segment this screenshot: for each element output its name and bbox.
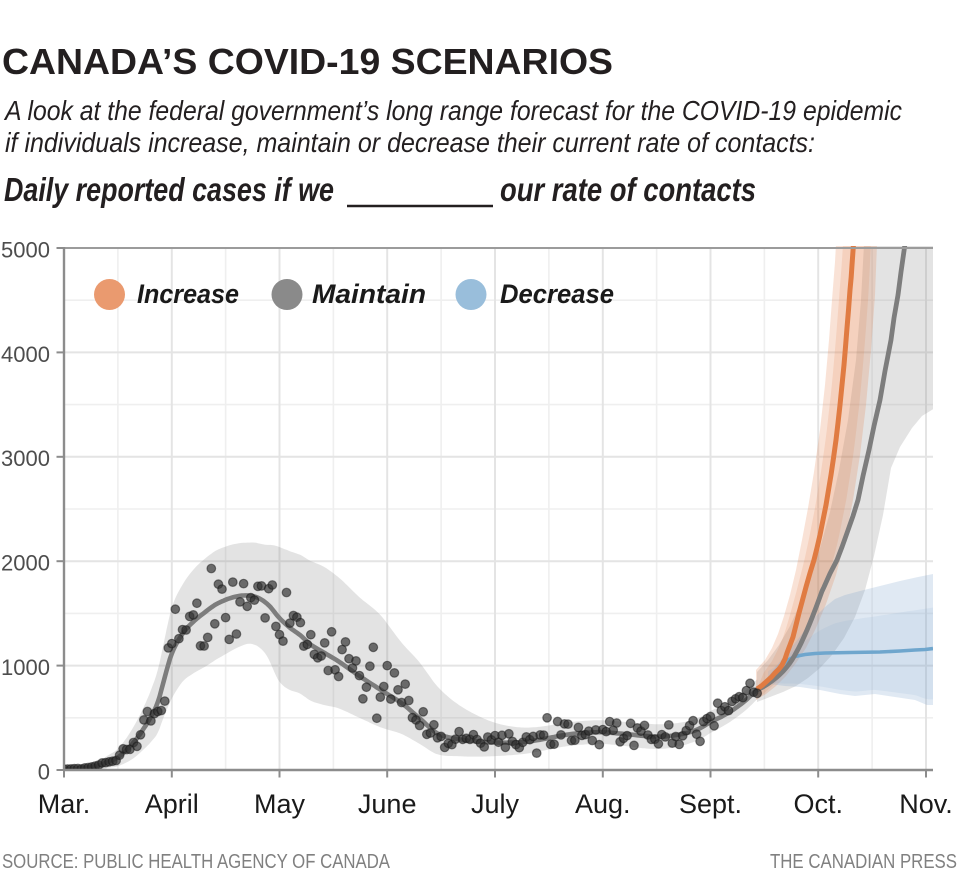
svg-text:May: May xyxy=(254,789,306,819)
svg-text:THE CANADIAN PRESS: THE CANADIAN PRESS xyxy=(770,851,957,873)
svg-text:our rate of contacts: our rate of contacts xyxy=(500,171,756,208)
svg-text:July: July xyxy=(471,789,520,819)
svg-text:CANADA’S COVID-19 SCENARIOS: CANADA’S COVID-19 SCENARIOS xyxy=(2,41,613,82)
svg-text:Decrease: Decrease xyxy=(500,279,614,309)
svg-text:4000: 4000 xyxy=(1,342,50,367)
svg-text:Sept.: Sept. xyxy=(679,789,742,819)
svg-text:Nov.: Nov. xyxy=(899,789,953,819)
svg-text:3000: 3000 xyxy=(1,446,50,471)
svg-text:Oct.: Oct. xyxy=(793,789,843,819)
svg-text:2000: 2000 xyxy=(1,551,50,576)
svg-text:Daily reported cases if we: Daily reported cases if we xyxy=(4,171,334,208)
svg-text:if individuals increase, maint: if individuals increase, maintain or dec… xyxy=(5,127,815,158)
svg-text:Mar.: Mar. xyxy=(38,789,91,819)
svg-text:June: June xyxy=(358,789,417,819)
svg-text:A look at the federal governme: A look at the federal government’s long … xyxy=(3,95,902,126)
svg-text:Increase: Increase xyxy=(137,279,239,309)
svg-text:Maintain: Maintain xyxy=(312,279,426,309)
svg-text:SOURCE: PUBLIC HEALTH AGENCY O: SOURCE: PUBLIC HEALTH AGENCY OF CANADA xyxy=(2,851,391,873)
svg-text:April: April xyxy=(145,789,199,819)
svg-text:0: 0 xyxy=(38,759,50,784)
svg-text:Aug.: Aug. xyxy=(575,789,631,819)
svg-text:5000: 5000 xyxy=(1,237,50,262)
svg-text:1000: 1000 xyxy=(1,655,50,680)
